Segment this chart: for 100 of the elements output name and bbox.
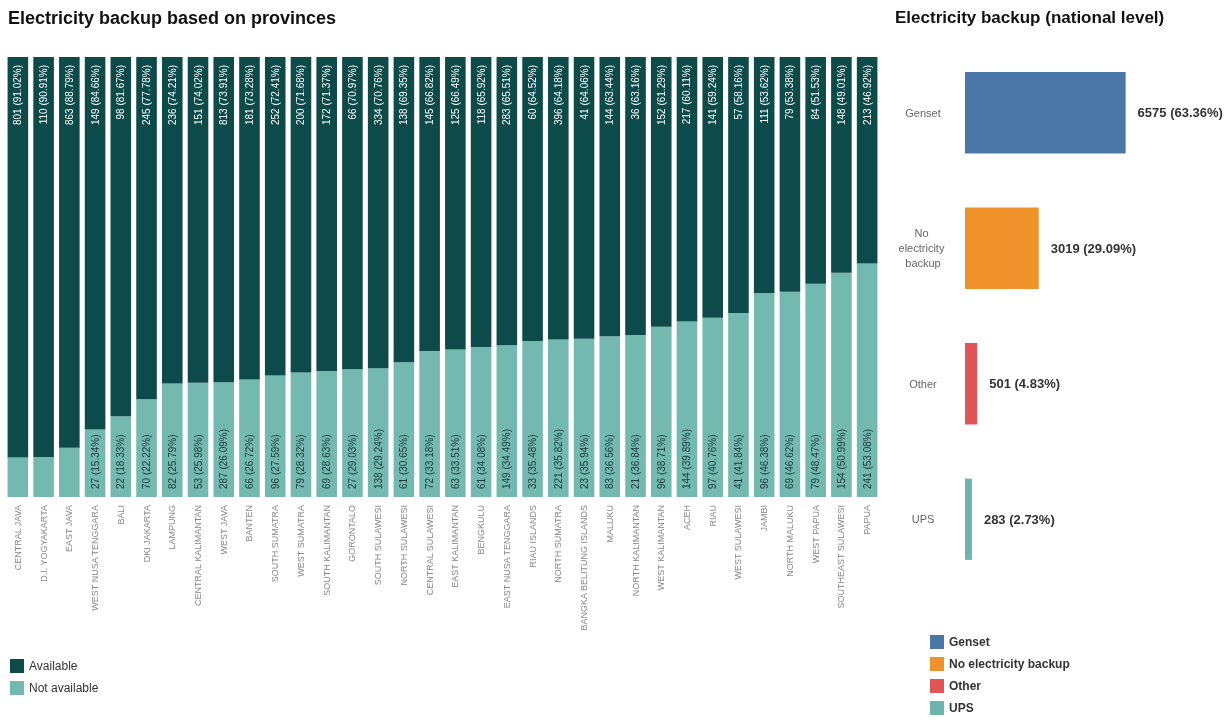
x-tick-label: SOUTH KALIMANTAN [321,505,332,596]
legend-label: UPS [949,701,974,715]
bar [84,57,106,430]
data-label: 41 (64.06%) [578,65,590,120]
data-label: 79 (48.47%) [810,434,822,489]
x-tick-label: NORTH KALIMANTAN [630,505,641,597]
bar [290,57,312,373]
x-tick-label: WEST PAPUA [810,505,821,564]
data-label: 66 (70.97%) [346,65,358,120]
data-label: 66 (26.72%) [243,434,255,489]
data-label: 172 (71.37%) [321,65,333,126]
data-label: 813 (73.91%) [218,65,230,126]
x-tick-label: JAMBI [759,505,770,532]
bar [779,57,801,292]
bar [342,57,363,370]
data-label: 23 (35.94%) [578,434,590,489]
bar [33,457,54,497]
y-tick-label: UPS [911,513,935,526]
bar [702,317,724,497]
x-tick-label: WEST SUMATRA [295,505,306,577]
chart-title: Electricity backup based on provinces [8,8,337,28]
data-label: 21 (36.84%) [630,434,642,489]
bar [239,379,260,497]
x-tick-label: RIAU ISLANDS [527,505,538,568]
bar [264,57,286,376]
bar [625,57,646,335]
data-label: 200 (71.68%) [295,65,307,126]
x-tick-label: PAPUA [862,505,873,535]
data-label: 396 (64.18%) [552,65,564,126]
data-label: 96 (38.71%) [655,434,667,489]
bar [599,57,621,337]
bar [33,57,54,457]
bar [522,340,543,497]
data-label: 27 (15.34%) [89,434,101,489]
data-label: 152 (61.29%) [655,65,667,126]
y-tick-label: Other [909,377,938,390]
x-tick-label: D.I. YOGYAKARTA [38,505,49,582]
legend-label: Genset [949,635,990,649]
bar [496,57,518,346]
data-label: 22 (18.33%) [115,434,127,489]
x-tick-label: NORTH SUMATRA [553,505,564,583]
x-tick-label: NORTH SULAWESI [398,505,409,586]
bar [753,57,775,293]
data-label: 83 (36.56%) [604,434,616,489]
data-label: 69 (28.63%) [321,434,333,489]
bar [753,292,775,497]
data-label: 96 (46.38%) [758,434,770,489]
data-label: 79 (53.38%) [784,65,796,120]
bar [548,339,569,497]
bar [548,57,569,340]
bar [856,263,878,497]
data-label: 145 (66.82%) [424,65,436,126]
bar [419,57,440,352]
chart-title: Electricity backup (national level) [895,8,1165,27]
data-label: 63 (33.51%) [449,434,461,489]
data-label: 111 (53.62%) [758,65,770,124]
data-label: 144 (39.89%) [681,428,693,489]
x-tick-label: SOUTH SULAWESI [373,505,384,586]
bar [805,57,826,284]
data-label: 79 (28.32%) [295,434,307,489]
x-tick-label: BANTEN [244,505,255,542]
data-label: 61 (30.65%) [398,434,410,489]
data-label: 138 (29.24%) [372,428,384,489]
legend-label: Other [949,679,982,693]
x-tick-label: SOUTHEAST SULAWESI [836,505,847,609]
data-label: 213 (46.92%) [861,65,873,126]
bar [650,326,672,497]
bar [831,272,852,497]
data-label: 110 (90.91%) [38,65,50,125]
data-label: 245 (77.78%) [141,65,153,126]
x-tick-label: BALI [115,505,126,525]
bar [264,375,286,497]
bar [213,57,235,383]
x-tick-label: WEST JAVA [218,505,229,555]
x-tick-label: RIAU [707,505,718,527]
data-label: 334 (70.76%) [372,65,384,126]
data-label: 801 (91.02%) [12,65,24,126]
data-label: 138 (69.35%) [398,65,410,126]
data-label: 96 (27.59%) [269,434,281,489]
data-label: 33 (35.48%) [527,434,539,489]
legend-label: Not available [29,681,99,695]
data-label: 287 (26.09%) [218,428,230,489]
x-tick-label: BENGKULU [476,505,487,555]
data-label: 53 (25.98%) [192,434,204,489]
x-tick-label: WEST SULAWESI [733,505,744,580]
data-label: 501 (4.83%) [989,376,1061,392]
data-label: 98 (81.67%) [115,65,127,120]
x-tick-label: ACEH [681,505,692,531]
y-tick-label: Genset [905,106,941,119]
data-label: 69 (46.62%) [784,434,796,489]
legend-label: No electricity backup [949,657,1070,671]
bar [187,57,209,383]
data-label: 61 (34.08%) [475,434,487,489]
legend-label: Available [29,659,78,673]
bar [316,371,337,497]
bar [573,57,595,339]
x-tick-label: EAST KALIMANTAN [450,505,461,588]
data-label: 236 (74.21%) [166,65,178,126]
bar [445,349,466,497]
data-label: 148 (49.01%) [835,65,847,126]
